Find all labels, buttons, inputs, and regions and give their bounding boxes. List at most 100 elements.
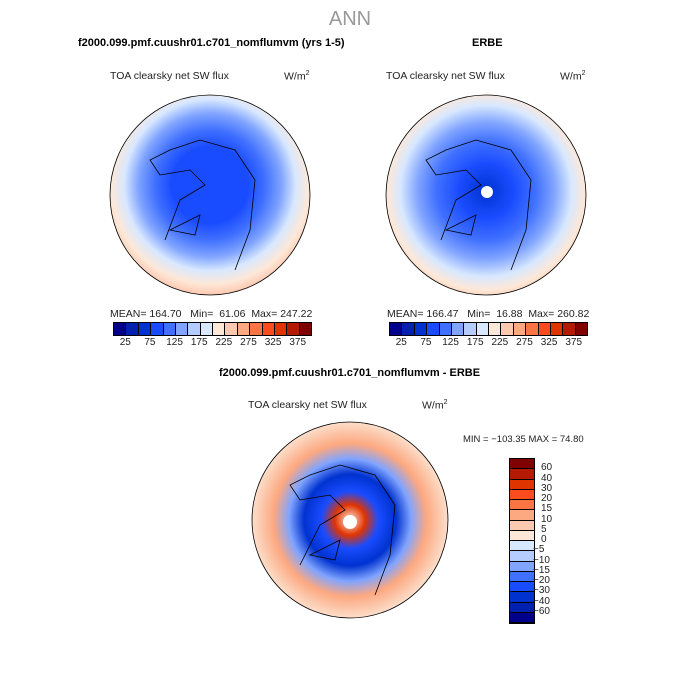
colorbar-tick-label: 75 xyxy=(420,337,432,348)
mean-value: 166.47 xyxy=(426,308,459,320)
colorbar-box xyxy=(563,323,576,335)
units-exp: 2 xyxy=(305,70,310,77)
colorbar-box xyxy=(510,530,534,541)
colorbar-tick-label: 5 xyxy=(541,523,547,535)
colorbar-box xyxy=(451,323,465,335)
colorbar-box xyxy=(575,323,587,335)
figure-title: ANN xyxy=(328,8,372,30)
colorbar-tick-label: 25 xyxy=(119,337,131,348)
colorbar-tick-label: 225 xyxy=(215,337,233,348)
colorbar-box xyxy=(439,323,452,335)
min-value: 61.06 xyxy=(219,308,246,320)
units-exp: 2 xyxy=(443,399,448,406)
panel3-coastline xyxy=(289,464,396,596)
colorbar-tick-label: 20 xyxy=(541,493,553,504)
colorbar-tick-label: 275 xyxy=(516,337,533,348)
colorbar-box xyxy=(464,323,477,335)
colorbar-box xyxy=(550,323,564,335)
units-text: W/m xyxy=(284,70,306,83)
panel1-variable: TOA clearsky net SW flux xyxy=(110,70,229,82)
colorbar-box xyxy=(114,323,127,335)
colorbar-box xyxy=(163,323,176,335)
colorbar-tick-label: 275 xyxy=(240,337,257,348)
colorbar-tick-label: 225 xyxy=(491,337,509,348)
panel3-stats: MIN = −103.35 MAX = 74.80 xyxy=(463,434,584,445)
colorbar-tick-label: −40 xyxy=(533,595,550,607)
panel3-colorbar-ticks: 60 40 30 20 15 10 5 0 −5 −10 −15 −20 −30 −40 −60 xyxy=(533,458,567,622)
colorbar-box xyxy=(510,479,534,490)
colorbar-tick-label: 175 xyxy=(466,337,484,348)
panel1-units: W/m2 xyxy=(284,70,309,83)
panel3-units: W/m2 xyxy=(422,399,447,412)
units-text: W/m xyxy=(560,70,582,83)
colorbar-box xyxy=(250,323,263,335)
colorbar-box xyxy=(274,323,288,335)
colorbar-tick-label: 40 xyxy=(541,472,553,484)
max-label: Max= xyxy=(251,308,278,320)
panel1-map xyxy=(109,94,311,296)
panel1-stats: MEAN= 164.70 Min= 61.06 Max= 247.22 xyxy=(110,308,312,320)
colorbar-box xyxy=(501,323,514,335)
units-text: W/m xyxy=(422,399,444,412)
colorbar-box xyxy=(287,323,300,335)
colorbar-box xyxy=(489,323,502,335)
max-label: Max= xyxy=(528,308,555,320)
colorbar-box xyxy=(510,561,534,572)
colorbar-box xyxy=(476,323,489,335)
colorbar-tick-label: −30 xyxy=(533,585,550,597)
colorbar-tick-label: 0 xyxy=(541,534,547,545)
colorbar-box xyxy=(510,459,534,470)
colorbar-box xyxy=(510,489,534,500)
colorbar-tick-label: −15 xyxy=(533,564,550,576)
panel2-pole-hole xyxy=(481,186,493,198)
colorbar-box xyxy=(510,541,534,552)
units-exp: 2 xyxy=(581,70,586,77)
panel1-coastline xyxy=(149,139,256,271)
max-value: 260.82 xyxy=(557,308,590,320)
colorbar-tick-label: −5 xyxy=(533,544,545,556)
mean-label: MEAN= xyxy=(110,308,147,320)
colorbar-box xyxy=(510,582,534,593)
colorbar-tick-label: 375 xyxy=(565,337,583,348)
colorbar-tick-label: 125 xyxy=(442,337,459,348)
colorbar-box xyxy=(200,323,213,335)
colorbar-box xyxy=(538,323,551,335)
colorbar-box xyxy=(175,323,189,335)
colorbar-tick-label: 25 xyxy=(395,337,407,348)
colorbar-tick-label: −60 xyxy=(533,605,550,617)
colorbar-box xyxy=(510,592,534,603)
colorbar-box xyxy=(510,612,534,623)
colorbar-tick-label: 175 xyxy=(190,337,208,348)
colorbar-box xyxy=(510,551,534,562)
colorbar-tick-label: 75 xyxy=(144,337,156,348)
mean-value: 164.70 xyxy=(149,308,182,320)
colorbar-box xyxy=(427,323,440,335)
colorbar-box xyxy=(402,323,415,335)
colorbar-box xyxy=(513,323,527,335)
panel3-colorbar xyxy=(509,458,535,624)
colorbar-box xyxy=(188,323,201,335)
colorbar-box xyxy=(299,323,311,335)
max-value: 247.22 xyxy=(280,308,313,320)
colorbar-tick-label: 30 xyxy=(541,482,553,494)
colorbar-tick-label: 10 xyxy=(541,513,553,525)
panel2-coastline xyxy=(425,139,532,271)
colorbar-tick-label: 375 xyxy=(289,337,307,348)
colorbar-box xyxy=(262,323,275,335)
colorbar-tick-label: 125 xyxy=(166,337,183,348)
panel2-colorbar-ticks: 25 75 125 175 225 275 325 375 xyxy=(389,337,586,349)
colorbar-box xyxy=(510,571,534,582)
panel3-title: f2000.099.pmf.cuushr01.c701_nomflumvm - … xyxy=(219,367,481,379)
panel1-colorbar-ticks: 25 75 125 175 225 275 325 375 xyxy=(113,337,310,349)
colorbar-box xyxy=(126,323,139,335)
colorbar-box xyxy=(510,602,534,613)
mean-label: MEAN= xyxy=(387,308,424,320)
colorbar-box xyxy=(138,323,152,335)
colorbar-tick-label: 15 xyxy=(541,503,553,515)
panel2-title: ERBE xyxy=(472,37,503,49)
panel3-variable: TOA clearsky net SW flux xyxy=(248,399,367,411)
panel2-stats: MEAN= 166.47 Min= 16.88 Max= 260.82 xyxy=(387,308,589,320)
panel2-units: W/m2 xyxy=(560,70,585,83)
min-label: Min= xyxy=(190,308,214,320)
colorbar-box xyxy=(237,323,251,335)
